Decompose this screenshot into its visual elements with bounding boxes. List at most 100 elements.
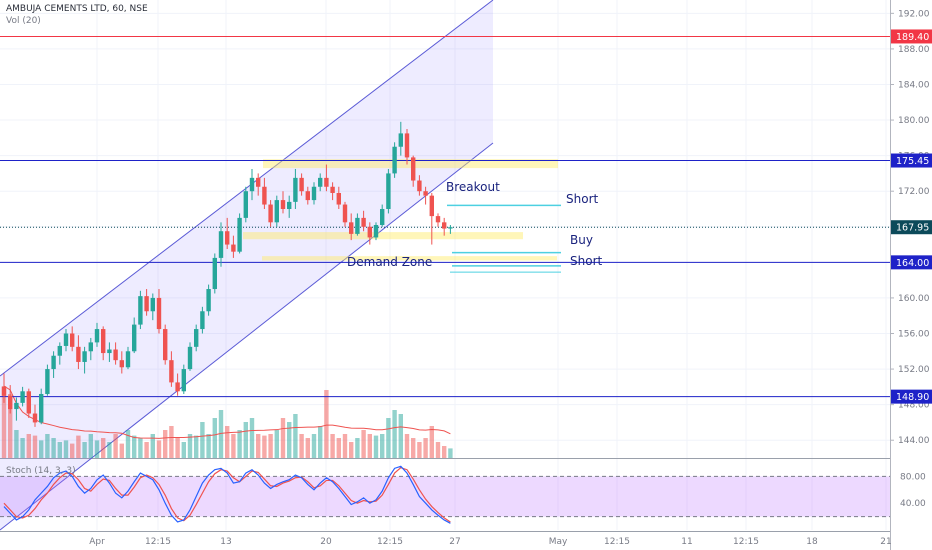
candle-body <box>404 133 410 158</box>
candle-body <box>324 177 329 187</box>
candle-body <box>175 382 180 392</box>
candle-body <box>243 191 248 218</box>
volume-bar <box>206 434 211 458</box>
volume-bar <box>256 434 261 458</box>
volume-bar <box>262 435 267 458</box>
price-tick-label: 192.00 <box>898 9 930 19</box>
volume-bar <box>194 435 199 458</box>
volume-bar <box>367 434 372 458</box>
volume-bar <box>435 442 441 458</box>
candle-body <box>101 329 106 354</box>
time-tick-label: May <box>549 537 568 547</box>
candle-body <box>231 244 236 252</box>
demand-zone <box>262 256 557 261</box>
volume-bar <box>1 386 7 458</box>
candle-body <box>299 177 304 192</box>
candle-body <box>349 222 354 234</box>
candle-body <box>380 208 385 225</box>
volume-ma-line <box>3 385 451 439</box>
candle-body <box>76 346 81 362</box>
volume-bar <box>249 418 255 458</box>
short-label: Short <box>570 254 602 268</box>
volume-bar <box>156 440 162 458</box>
volume-bar <box>57 442 62 458</box>
volume-bar <box>119 443 124 458</box>
volume-bar <box>175 438 180 458</box>
level-price-label-bg <box>891 153 932 168</box>
volume-bar <box>305 438 310 458</box>
stoch-k-line <box>3 465 451 524</box>
candle-body <box>194 329 199 347</box>
time-tick-label: 21 <box>880 537 891 547</box>
volume-bar <box>342 434 348 458</box>
volume-bar <box>94 440 100 458</box>
volume-bar <box>386 418 391 458</box>
candle-body <box>45 369 50 394</box>
candle-body <box>20 391 25 403</box>
volume-bar <box>88 434 93 458</box>
candle-body <box>249 177 255 192</box>
channel-lower-line <box>0 142 494 531</box>
last-price-label: 167.95 <box>896 223 929 234</box>
time-tick-label: 12:15 <box>377 537 403 547</box>
stoch-d-line <box>3 467 451 523</box>
level-price-label-bg <box>891 255 932 270</box>
volume-bar <box>355 438 360 458</box>
volume-legend: Vol (20) <box>6 16 41 26</box>
volume-bar <box>373 435 379 458</box>
volume-bar <box>212 418 217 458</box>
time-tick-label: Apr <box>89 537 105 547</box>
candle-body <box>94 329 100 343</box>
time-tick-label: 12:15 <box>604 537 630 547</box>
volume-bar <box>318 426 323 458</box>
volume-bar <box>336 438 341 458</box>
candle-body <box>225 231 230 245</box>
candle-body <box>274 200 279 223</box>
candle-body <box>119 360 124 368</box>
candle-body <box>342 204 348 223</box>
time-axis-bg <box>0 532 890 550</box>
candle-body <box>280 200 286 209</box>
price-tick-label: 160.00 <box>898 294 930 304</box>
volume-bar <box>82 442 87 458</box>
volume-bar <box>243 422 248 458</box>
candle-body <box>411 157 416 181</box>
volume-bar <box>51 438 56 458</box>
volume-bar <box>45 434 50 458</box>
price-channel <box>0 0 493 530</box>
channel-upper-line <box>0 0 494 377</box>
volume-bar <box>442 446 447 458</box>
candle-body <box>429 195 434 217</box>
volume-bar <box>14 430 19 458</box>
candle-body <box>398 133 403 147</box>
volume-bar <box>200 422 205 458</box>
candle-body <box>206 289 211 312</box>
volume-bar <box>237 430 242 458</box>
time-tick-label: 12:15 <box>145 537 171 547</box>
time-tick-label: 18 <box>806 537 818 547</box>
candle-body <box>262 186 267 205</box>
volume-bar <box>231 434 236 458</box>
candle-body <box>423 191 428 196</box>
candle-body <box>88 342 93 352</box>
time-tick-label: 13 <box>220 537 231 547</box>
candle-body <box>1 386 7 396</box>
volume-bar <box>39 440 44 458</box>
stoch-tick-label: 80.00 <box>900 472 926 482</box>
volume-bar <box>113 434 118 458</box>
volume-bar <box>411 438 416 458</box>
candle-body <box>163 329 168 361</box>
price-tick-label: 148.00 <box>898 401 930 411</box>
candle-body <box>82 351 87 362</box>
candle-body <box>144 296 149 312</box>
volume-bar <box>76 435 81 458</box>
level-price-label-bg <box>891 389 932 404</box>
candle-body <box>435 216 441 223</box>
volume-bar <box>299 434 304 458</box>
supply-zone <box>263 159 558 169</box>
time-tick-label: 11 <box>681 537 692 547</box>
candle-body <box>330 186 335 193</box>
candle-body <box>417 180 422 192</box>
candle-body <box>125 351 131 368</box>
